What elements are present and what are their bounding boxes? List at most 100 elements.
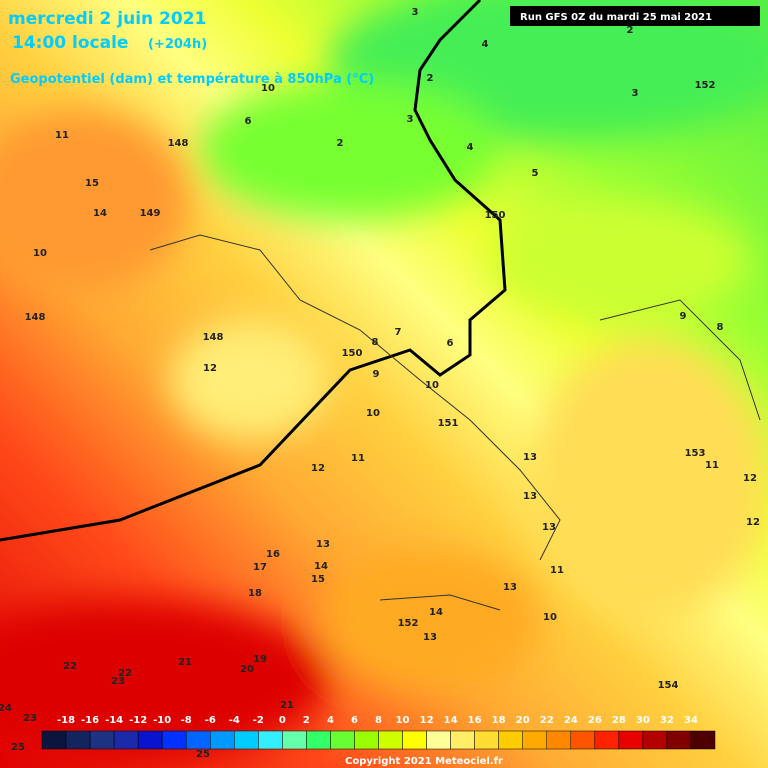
map-value: 19 — [253, 654, 267, 665]
copyright: Copyright 2021 Meteociel.fr — [345, 756, 503, 767]
map-value: 10 — [366, 408, 380, 419]
map-value: 10 — [543, 612, 557, 623]
map-value: 154 — [658, 680, 679, 691]
map-value: 20 — [240, 664, 254, 675]
map-value: 150 — [485, 210, 506, 221]
map-value: 14 — [429, 607, 443, 618]
scale-tick-label: -18 — [57, 715, 75, 726]
scale-tick-label: 4 — [327, 715, 334, 726]
map-value: 9 — [680, 311, 687, 322]
map-value: 148 — [25, 312, 46, 323]
map-value: 6 — [245, 116, 252, 127]
scale-box — [642, 730, 668, 750]
map-value: 25 — [196, 749, 210, 760]
map-value: 11 — [351, 453, 365, 464]
map-value: 15 — [85, 178, 99, 189]
scale-box — [113, 730, 139, 750]
map-value: 23 — [23, 713, 37, 724]
map-value: 12 — [743, 473, 757, 484]
map-value: 3 — [407, 114, 414, 125]
date: mercredi 2 juin 2021 — [8, 9, 206, 29]
scale-box — [498, 730, 523, 750]
scale-tick-label: 12 — [420, 715, 434, 726]
map-value: 25 — [11, 742, 25, 753]
map-value: 3 — [412, 7, 419, 18]
map-value: 14 — [93, 208, 107, 219]
map-value: 148 — [203, 332, 224, 343]
scale-tick-label: 32 — [660, 715, 674, 726]
map-value: 150 — [342, 348, 363, 359]
scale-tick-label: 14 — [444, 715, 458, 726]
map-value: 10 — [261, 83, 275, 94]
map-value: 5 — [532, 168, 539, 179]
scale-box — [546, 730, 572, 750]
scale-box — [426, 730, 451, 750]
scale-tick-label: 34 — [684, 715, 698, 726]
map-value: 21 — [280, 700, 294, 711]
scale-box — [474, 730, 499, 750]
map-value: 151 — [438, 418, 459, 429]
scale-tick-label: 30 — [636, 715, 650, 726]
scale-box — [690, 730, 716, 750]
scale-box — [522, 730, 548, 750]
scale-box — [210, 730, 235, 750]
scale-tick-label: -16 — [81, 715, 99, 726]
map-value: 148 — [168, 138, 189, 149]
scale-box — [89, 730, 115, 750]
map-value: 13 — [423, 632, 437, 643]
map-value: 11 — [550, 565, 564, 576]
scale-tick-label: 0 — [279, 715, 286, 726]
map-value: 22 — [63, 661, 77, 672]
map-value: 13 — [316, 539, 330, 550]
map-value: 13 — [542, 522, 556, 533]
scale-box — [594, 730, 620, 750]
scale-tick-label: -4 — [229, 715, 240, 726]
scale-box — [161, 730, 187, 750]
scale-tick-label: 2 — [303, 715, 310, 726]
map-value: 11 — [55, 130, 69, 141]
scale-tick-label: 10 — [396, 715, 410, 726]
map-value: 8 — [372, 337, 379, 348]
scale-tick-label: 18 — [492, 715, 506, 726]
scale-tick-label: -10 — [153, 715, 171, 726]
zero-isotherm — [0, 0, 507, 542]
scale-tick-label: -14 — [105, 715, 123, 726]
scale-tick-label: 28 — [612, 715, 626, 726]
scale-tick-label: 24 — [564, 715, 578, 726]
map-value: 10 — [425, 380, 439, 391]
run-box — [510, 6, 760, 26]
scale-box — [258, 730, 283, 750]
map-value: 10 — [33, 248, 47, 259]
map-value: 13 — [523, 491, 537, 502]
scale-tick-label: 26 — [588, 715, 602, 726]
map-value: 152 — [695, 80, 716, 91]
scale-box — [282, 730, 307, 750]
run-label: Run GFS 0Z du mardi 25 mai 2021 — [520, 12, 712, 23]
scale-tick-label: -6 — [205, 715, 216, 726]
map-value: 6 — [447, 338, 454, 349]
map-value: 23 — [111, 676, 125, 687]
map-value: 17 — [253, 562, 267, 573]
subtitle: Geopotentiel (dam) et température à 850h… — [10, 72, 374, 87]
map-value: 2 — [427, 73, 434, 84]
scale-box — [185, 730, 211, 750]
scale-box — [570, 730, 596, 750]
scale-box — [378, 730, 403, 750]
map-value: 18 — [248, 588, 262, 599]
map-value: 21 — [178, 657, 192, 668]
map-value: 16 — [266, 549, 280, 560]
scale-box — [306, 730, 331, 750]
scale-box — [234, 730, 259, 750]
map-value: 4 — [482, 39, 489, 50]
map-value: 12 — [311, 463, 325, 474]
scale-box — [402, 730, 427, 750]
map-value: 8 — [717, 322, 724, 333]
scale-box — [666, 730, 692, 750]
map-value: 9 — [373, 369, 380, 380]
scale-tick-label: 6 — [351, 715, 358, 726]
map-value: 149 — [140, 208, 161, 219]
scale-tick-label: 20 — [516, 715, 530, 726]
map-value: 13 — [523, 452, 537, 463]
